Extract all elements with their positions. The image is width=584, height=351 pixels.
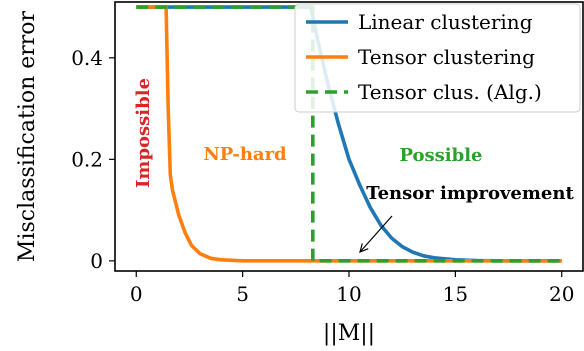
series-line-3 bbox=[136, 5, 562, 263]
y-axis-title: Misclassification error bbox=[15, 10, 40, 262]
annotation-impossible: Impossible bbox=[133, 78, 154, 188]
annotations-layer: Impossible NP-hard Possible Tensor improvem… bbox=[133, 78, 574, 252]
annotation-tensor-improvement: Tensor improvement bbox=[366, 183, 574, 204]
x-tick-label: 0 bbox=[130, 282, 143, 306]
x-tick-label: 10 bbox=[336, 282, 361, 306]
y-tick-label: 0.2 bbox=[71, 147, 103, 171]
x-tick-label: 20 bbox=[549, 282, 574, 306]
x-tick-label: 5 bbox=[236, 282, 249, 306]
annotation-arrow bbox=[360, 215, 393, 252]
legend-label: Linear clustering bbox=[358, 10, 533, 34]
legend-box bbox=[294, 3, 581, 113]
ticks-layer: 0 5 10 15 20 0 0.2 0.4 bbox=[71, 46, 574, 306]
annotation-possible: Possible bbox=[399, 145, 482, 166]
x-tick-label: 15 bbox=[443, 282, 468, 306]
y-tick-label: 0 bbox=[90, 249, 103, 273]
legend-label: Tensor clustering bbox=[358, 45, 535, 69]
series-line-2 bbox=[136, 5, 562, 263]
annotation-np-hard: NP-hard bbox=[203, 144, 287, 165]
legend: Linear clustering Tensor clustering Tensor… bbox=[294, 3, 581, 113]
legend-label: Tensor clus. (Alg.) bbox=[358, 80, 542, 104]
x-axis-title: ||M|| bbox=[323, 321, 375, 346]
y-tick-label: 0.4 bbox=[71, 46, 103, 70]
